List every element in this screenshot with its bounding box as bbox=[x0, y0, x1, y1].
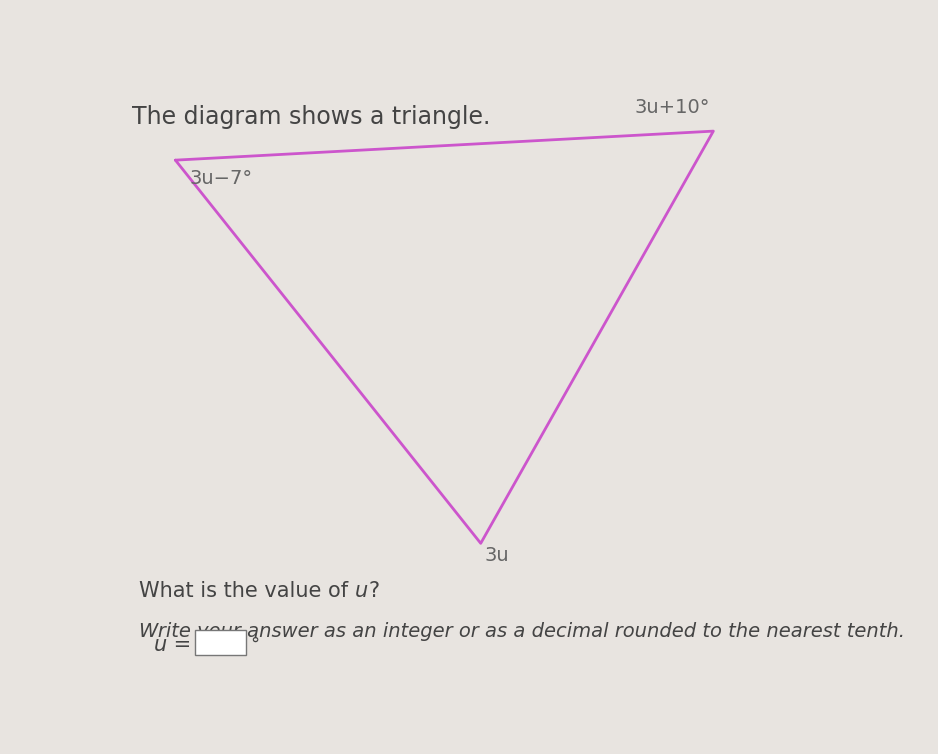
Text: 3u: 3u bbox=[484, 546, 509, 566]
Text: ?: ? bbox=[368, 581, 379, 601]
Text: u: u bbox=[355, 581, 368, 601]
Text: u: u bbox=[154, 635, 167, 654]
Text: =: = bbox=[167, 635, 191, 654]
Text: Write your answer as an integer or as a decimal rounded to the nearest tenth.: Write your answer as an integer or as a … bbox=[139, 622, 905, 641]
Text: The diagram shows a triangle.: The diagram shows a triangle. bbox=[131, 105, 491, 129]
FancyBboxPatch shape bbox=[195, 630, 246, 654]
Text: 3u+10°: 3u+10° bbox=[634, 97, 710, 117]
Text: °: ° bbox=[250, 636, 259, 653]
Text: 3u−7°: 3u−7° bbox=[189, 169, 253, 188]
Text: What is the value of: What is the value of bbox=[139, 581, 355, 601]
